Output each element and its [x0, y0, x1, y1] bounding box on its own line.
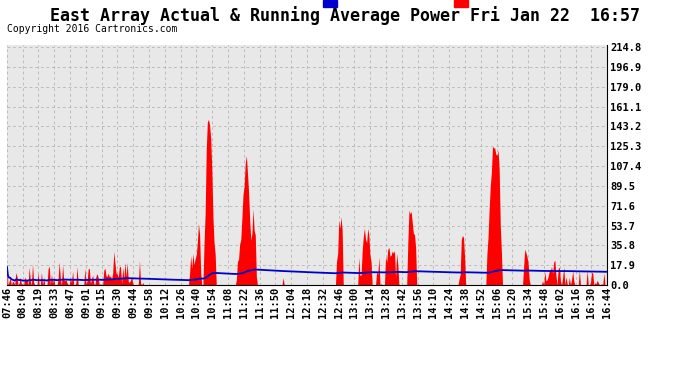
Legend: Average  (DC Watts), East Array  (DC Watts): Average (DC Watts), East Array (DC Watts…: [321, 0, 602, 11]
Text: Copyright 2016 Cartronics.com: Copyright 2016 Cartronics.com: [7, 24, 177, 34]
Text: East Array Actual & Running Average Power Fri Jan 22  16:57: East Array Actual & Running Average Powe…: [50, 6, 640, 25]
